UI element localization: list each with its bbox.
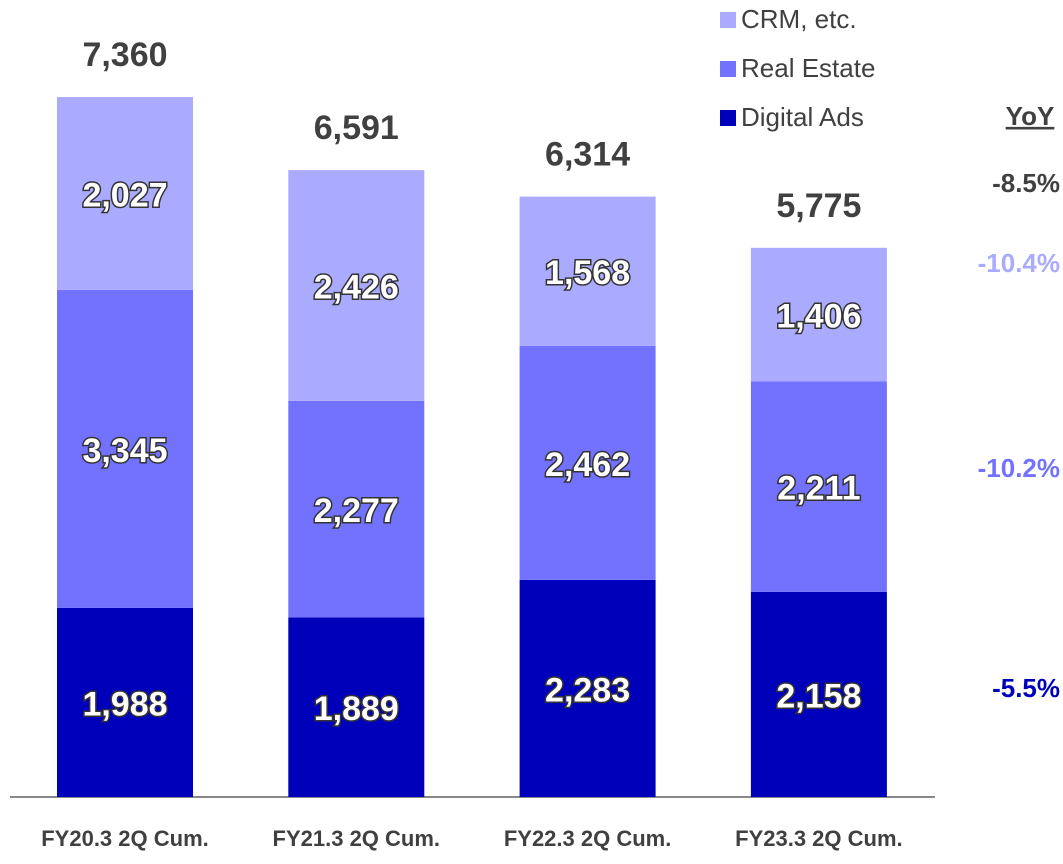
bar-segment bbox=[57, 607, 193, 797]
bar-segment bbox=[288, 400, 425, 618]
data-label: 2,211 bbox=[777, 470, 860, 508]
data-label: 2,283 bbox=[545, 671, 630, 709]
bar-segment bbox=[750, 381, 887, 592]
bar-segment bbox=[519, 345, 656, 580]
data-label: 1,568 bbox=[545, 254, 630, 292]
total-label: 5,775 bbox=[776, 187, 861, 225]
data-label: 2,027 bbox=[82, 176, 167, 214]
legend-swatch bbox=[720, 61, 736, 77]
legend-label: CRM, etc. bbox=[741, 4, 857, 34]
legend-swatch bbox=[720, 110, 736, 126]
bar-segment bbox=[750, 247, 887, 382]
yoy-annotation: -8.5% bbox=[992, 168, 1060, 198]
legend-label: Real Estate bbox=[741, 53, 875, 83]
legend-label: Digital Ads bbox=[741, 102, 864, 132]
yoy-title: YoY bbox=[1006, 101, 1055, 131]
x-tick-label: FY22.3 2Q Cum. bbox=[504, 826, 672, 851]
data-label: 3,345 bbox=[82, 432, 167, 470]
data-label: 2,426 bbox=[314, 268, 399, 306]
total-label: 7,360 bbox=[82, 36, 167, 74]
bar-segment bbox=[519, 579, 656, 797]
data-label: 1,406 bbox=[776, 298, 861, 336]
data-label: 1,889 bbox=[314, 690, 399, 728]
total-label: 6,591 bbox=[314, 109, 399, 147]
yoy-annotation: -10.4% bbox=[978, 248, 1060, 278]
x-tick-label: FY20.3 2Q Cum. bbox=[41, 826, 209, 851]
total-label: 6,314 bbox=[545, 136, 630, 174]
bar-segment bbox=[288, 170, 425, 401]
data-label: 2,462 bbox=[545, 446, 630, 484]
data-label: 2,158 bbox=[776, 677, 861, 715]
legend-swatch bbox=[720, 12, 736, 28]
bar-segment bbox=[288, 617, 425, 797]
bar-segment bbox=[57, 289, 193, 608]
x-tick-label: FY21.3 2Q Cum. bbox=[273, 826, 441, 851]
bar-segment bbox=[750, 591, 887, 797]
data-label: 2,277 bbox=[314, 492, 399, 530]
data-label: 1,988 bbox=[82, 685, 167, 723]
x-tick-label: FY23.3 2Q Cum. bbox=[735, 826, 903, 851]
bar-segment bbox=[519, 196, 656, 346]
yoy-annotation: -5.5% bbox=[992, 673, 1060, 703]
yoy-annotation: -10.2% bbox=[978, 453, 1060, 483]
bar-segment bbox=[57, 97, 193, 290]
